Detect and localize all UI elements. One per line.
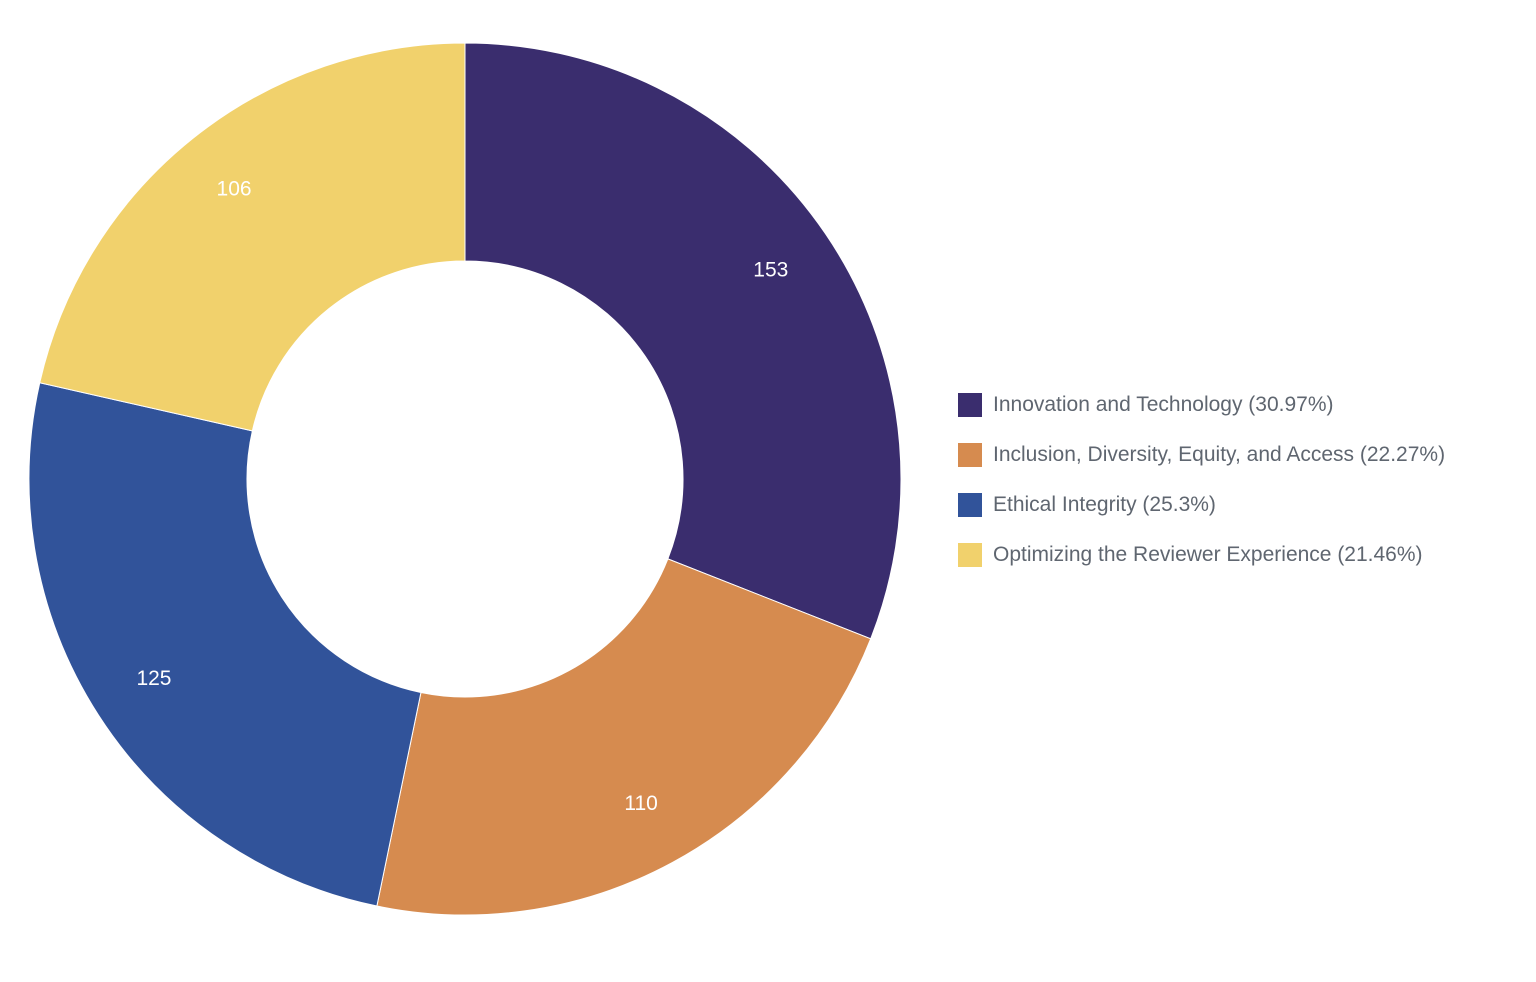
legend-item-inclusion-diversity-equity-access[interactable]: Inclusion, Diversity, Equity, and Access…	[958, 430, 1445, 480]
donut-slice-1[interactable]	[464, 42, 902, 640]
legend-label: Ethical Integrity (25.3%)	[993, 493, 1216, 516]
donut-data-labels: 153 110 125 106	[136, 177, 788, 814]
legend-swatch	[958, 543, 982, 567]
slice-data-label: 106	[217, 177, 252, 200]
legend-swatch	[958, 393, 982, 417]
legend-swatch	[958, 493, 982, 517]
legend-swatch	[958, 443, 982, 467]
donut-slice-4[interactable]	[39, 42, 466, 432]
legend-item-ethical-integrity[interactable]: Ethical Integrity (25.3%)	[958, 480, 1445, 530]
donut-slices	[28, 42, 902, 916]
donut-slice-2[interactable]	[376, 558, 872, 916]
slice-data-label: 110	[624, 792, 657, 815]
legend-label: Inclusion, Diversity, Equity, and Access…	[993, 443, 1446, 466]
donut-slice-3[interactable]	[28, 382, 422, 907]
legend-label: Innovation and Technology (30.97%)	[993, 393, 1334, 416]
slice-data-label: 153	[753, 258, 788, 281]
slice-data-label: 125	[136, 667, 171, 690]
legend-label: Optimizing the Reviewer Experience (21.4…	[993, 543, 1423, 566]
legend-item-innovation-and-technology[interactable]: Innovation and Technology (30.97%)	[958, 380, 1445, 430]
legend-item-optimizing-reviewer-experience[interactable]: Optimizing the Reviewer Experience (21.4…	[958, 530, 1445, 580]
chart-legend: Innovation and Technology (30.97%) Inclu…	[958, 380, 1445, 580]
